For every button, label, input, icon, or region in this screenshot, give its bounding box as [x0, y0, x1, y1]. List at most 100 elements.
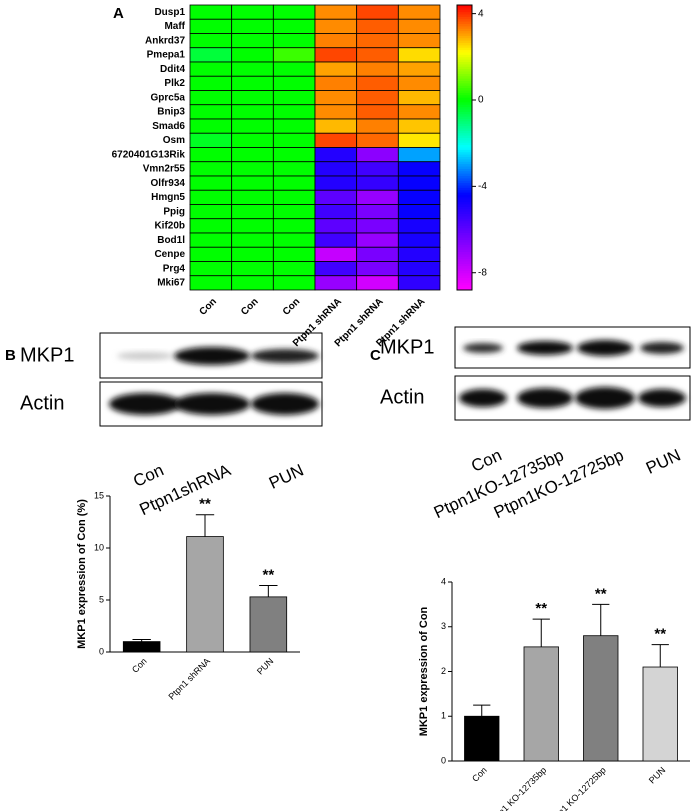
- x-tick-label: PUN: [255, 656, 276, 677]
- colorbar-step: [457, 9, 472, 13]
- x-tick-label: Ptpn1 KO-12735bp: [487, 765, 549, 811]
- colorbar-step: [457, 268, 472, 272]
- heat-cell: [189, 118, 233, 134]
- panel-letter: B: [5, 347, 16, 364]
- colorbar-step: [457, 104, 472, 108]
- bar: [122, 641, 161, 653]
- heat-cell: [397, 189, 441, 205]
- bar: [186, 536, 224, 653]
- heat-cell: [356, 232, 399, 248]
- x-tick-label: PUN: [647, 765, 668, 786]
- heat-cell: [356, 275, 399, 291]
- heat-cell: [314, 232, 358, 248]
- colorbar-step: [457, 230, 472, 234]
- heat-cell: [397, 275, 441, 291]
- heat-cell: [272, 261, 316, 277]
- heat-cell: [356, 132, 399, 148]
- heat-cell: [231, 147, 274, 163]
- colorbar-step: [457, 176, 472, 179]
- heat-cell: [397, 232, 441, 248]
- colorbar-step: [457, 273, 472, 277]
- heat-cell: [397, 246, 441, 262]
- colorbar-step: [457, 102, 472, 106]
- colorbar-step: [457, 228, 472, 232]
- heat-cell: [189, 204, 233, 220]
- colorbar-step: [457, 180, 472, 184]
- heat-cell: [272, 147, 316, 163]
- heat-cell: [397, 104, 441, 120]
- heat-cell: [189, 104, 233, 120]
- heat-cell: [397, 90, 441, 106]
- colorbar-step: [457, 166, 472, 170]
- x-tick-label: Ptpn1 shRNA: [166, 656, 212, 702]
- colorbar-step: [457, 50, 472, 53]
- heat-cell: [272, 232, 316, 248]
- colorbar-step: [457, 178, 472, 182]
- colorbar-step: [457, 185, 472, 189]
- colorbar-step: [457, 263, 472, 267]
- heat-cell: [314, 75, 358, 91]
- heat-cell: [314, 147, 358, 163]
- x-tick-label: Ptpn1 KO-12725bp: [546, 765, 608, 811]
- heat-cell: [231, 261, 274, 277]
- heat-cell: [231, 33, 274, 49]
- heat-cell: [397, 204, 441, 220]
- row-label: Ddit4: [160, 64, 185, 75]
- significance: **: [595, 585, 607, 602]
- blot-row-label: MKP1: [20, 344, 74, 366]
- heat-cell: [314, 275, 358, 291]
- colorbar-step: [457, 206, 472, 210]
- colorbar-tick-label: 0: [478, 95, 484, 106]
- blot-c: [454, 326, 691, 421]
- y-axis-title: MKP1 expression of Con (%): [76, 499, 88, 649]
- colorbar-step: [457, 130, 472, 134]
- colorbar-step: [457, 97, 472, 101]
- colorbar-step: [457, 81, 472, 84]
- colorbar-step: [457, 190, 472, 194]
- heat-cell: [189, 61, 233, 77]
- colorbar-step: [457, 133, 472, 137]
- heat-cell: [189, 147, 233, 163]
- bar: [249, 596, 288, 653]
- colorbar-step: [457, 107, 472, 110]
- heat-cell: [189, 261, 233, 277]
- colorbar-step: [457, 266, 472, 270]
- heat-cell: [397, 33, 441, 49]
- colorbar-step: [457, 240, 472, 243]
- colorbar-step: [457, 218, 472, 222]
- heat-cell: [397, 175, 441, 191]
- heat-cell: [314, 33, 358, 49]
- colorbar-step: [457, 26, 472, 30]
- blot-row-label: Actin: [380, 386, 424, 408]
- colorbar-step: [457, 252, 472, 255]
- heat-cell: [314, 90, 358, 106]
- colorbar-step: [457, 78, 472, 82]
- y-axis-title: MKP1 expression of Con: [418, 606, 430, 736]
- colorbar-step: [457, 287, 472, 291]
- heat-cell: [356, 75, 399, 91]
- heat-cell: [356, 189, 399, 205]
- lane-label: PUN: [643, 445, 684, 477]
- heat-cell: [356, 246, 399, 262]
- colorbar-step: [457, 275, 472, 279]
- heat-cell: [231, 47, 274, 63]
- colorbar-step: [457, 192, 472, 196]
- heat-cell: [397, 261, 441, 277]
- colorbar-step: [457, 254, 472, 258]
- colorbar-step: [457, 47, 472, 51]
- row-label: Vmn2r55: [143, 164, 186, 175]
- heat-cell: [272, 90, 316, 106]
- heat-cell: [314, 104, 358, 120]
- colorbar-step: [457, 145, 472, 148]
- colorbar-step: [457, 45, 472, 49]
- y-tick-label: 5: [99, 594, 104, 604]
- heat-cell: [397, 118, 441, 134]
- colorbar-step: [457, 59, 472, 63]
- colorbar-step: [457, 5, 472, 8]
- colorbar-step: [457, 247, 472, 251]
- heat-cell: [314, 175, 358, 191]
- heat-cell: [272, 75, 316, 91]
- colorbar-step: [457, 12, 472, 15]
- heat-cell: [314, 118, 358, 134]
